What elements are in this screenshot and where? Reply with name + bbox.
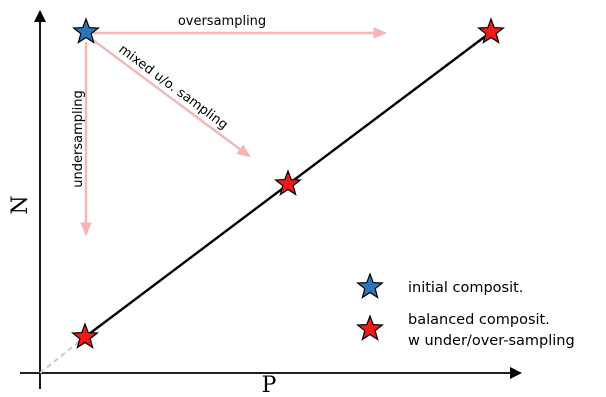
y-axis-label: N (8, 195, 33, 214)
undersampling-label: undersampling (71, 90, 86, 187)
x-axis-label: P (262, 373, 277, 393)
initial-star-icon (72, 17, 100, 44)
legend-initial-label: initial composit. (408, 280, 523, 296)
oversampling-label: oversampling (178, 14, 266, 29)
star-shape (72, 17, 100, 44)
balanced-star-icon-top (477, 17, 505, 44)
mixed-sampling-label: mixed u/o. sampling (116, 42, 231, 133)
balanced-star-icon-middle (274, 169, 302, 196)
star-shape (356, 314, 384, 341)
legend-balanced-label-line2: w under/over-sampling (408, 333, 575, 349)
legend: initial composit. balanced composit. w u… (356, 272, 575, 349)
star-shape (274, 169, 302, 196)
legend-initial-star-icon (356, 272, 384, 299)
star-shape (356, 272, 384, 299)
origin-dashed-line (39, 336, 86, 374)
star-shape (71, 322, 99, 349)
legend-balanced-label-line1: balanced composit. (408, 312, 550, 328)
legend-balanced-star-icon (356, 314, 384, 341)
balanced-star-icon-bottom (71, 322, 99, 349)
star-shape (477, 17, 505, 44)
mixed-sampling-arrow (92, 39, 251, 158)
